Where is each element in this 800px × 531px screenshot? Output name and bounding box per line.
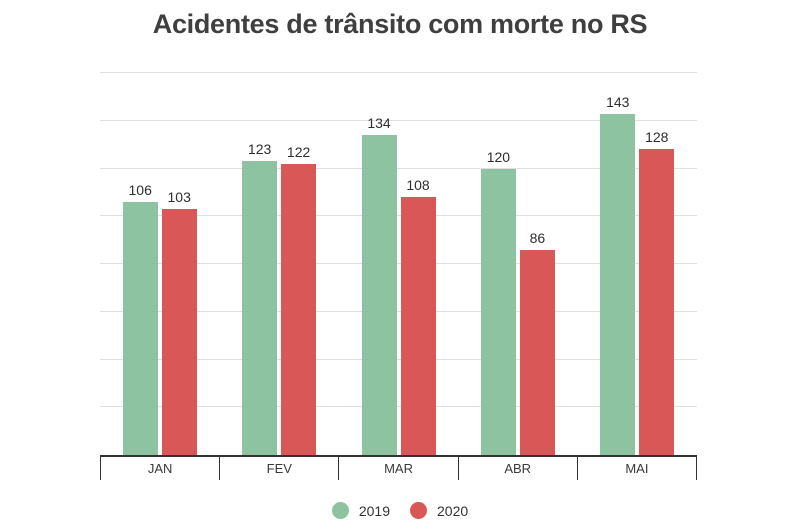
gridline-120: [100, 167, 697, 169]
bar-value-label: 103: [167, 189, 191, 206]
legend: 2019 2020: [0, 502, 800, 519]
bar-value-label: 134: [367, 115, 391, 132]
bar-value-label: 122: [286, 143, 311, 160]
plot-area: 106 123 134 120 143 103 122 108 86 128: [100, 72, 697, 455]
x-axis-label-mai: MAI: [576, 457, 696, 480]
bar-2020-mai: [639, 149, 675, 455]
bar-2019-mar: [361, 135, 397, 455]
bar-value-label: 106: [128, 181, 152, 198]
bar-2020-abr: [519, 249, 555, 455]
gridline-40: [100, 358, 697, 360]
bar-value-label: 128: [645, 129, 669, 146]
gridline-20: [100, 406, 697, 408]
x-axis-label-jan: JAN: [100, 457, 219, 480]
bar-value-label: 86: [529, 229, 546, 246]
bar-2019-fev: [242, 161, 278, 455]
bar-2019-abr: [480, 168, 516, 455]
bar-2020-mar: [400, 197, 436, 455]
bar-value-label: 143: [606, 93, 630, 110]
bar-2020-fev: [281, 163, 317, 455]
legend-item-2019: 2019: [331, 502, 390, 519]
x-axis: JAN FEV MAR ABR MAI: [100, 455, 697, 480]
legend-label: 2019: [358, 502, 390, 519]
bar-value-label: 108: [406, 177, 430, 194]
gridline-80: [100, 263, 697, 264]
gridline-60: [100, 310, 697, 312]
legend-item-2020: 2020: [410, 502, 468, 519]
bar-value-label: 120: [486, 148, 511, 165]
legend-dot-icon: [410, 502, 427, 519]
bar-2019-jan: [122, 201, 158, 455]
bar-2020-jan: [161, 209, 197, 455]
x-axis-label-abr: ABR: [457, 457, 577, 480]
gridline-100: [100, 215, 697, 217]
chart-title: Acidentes de trânsito com morte no RS: [152, 9, 648, 39]
bar-value-label: 123: [247, 141, 272, 158]
legend-dot-icon: [331, 502, 349, 519]
bar-2019-mai: [600, 113, 636, 455]
legend-label: 2020: [437, 502, 469, 519]
gridline-160: [100, 72, 697, 73]
x-axis-label-fev: FEV: [219, 457, 338, 480]
x-axis-label-mar: MAR: [338, 457, 457, 480]
gridline-140: [100, 119, 697, 121]
